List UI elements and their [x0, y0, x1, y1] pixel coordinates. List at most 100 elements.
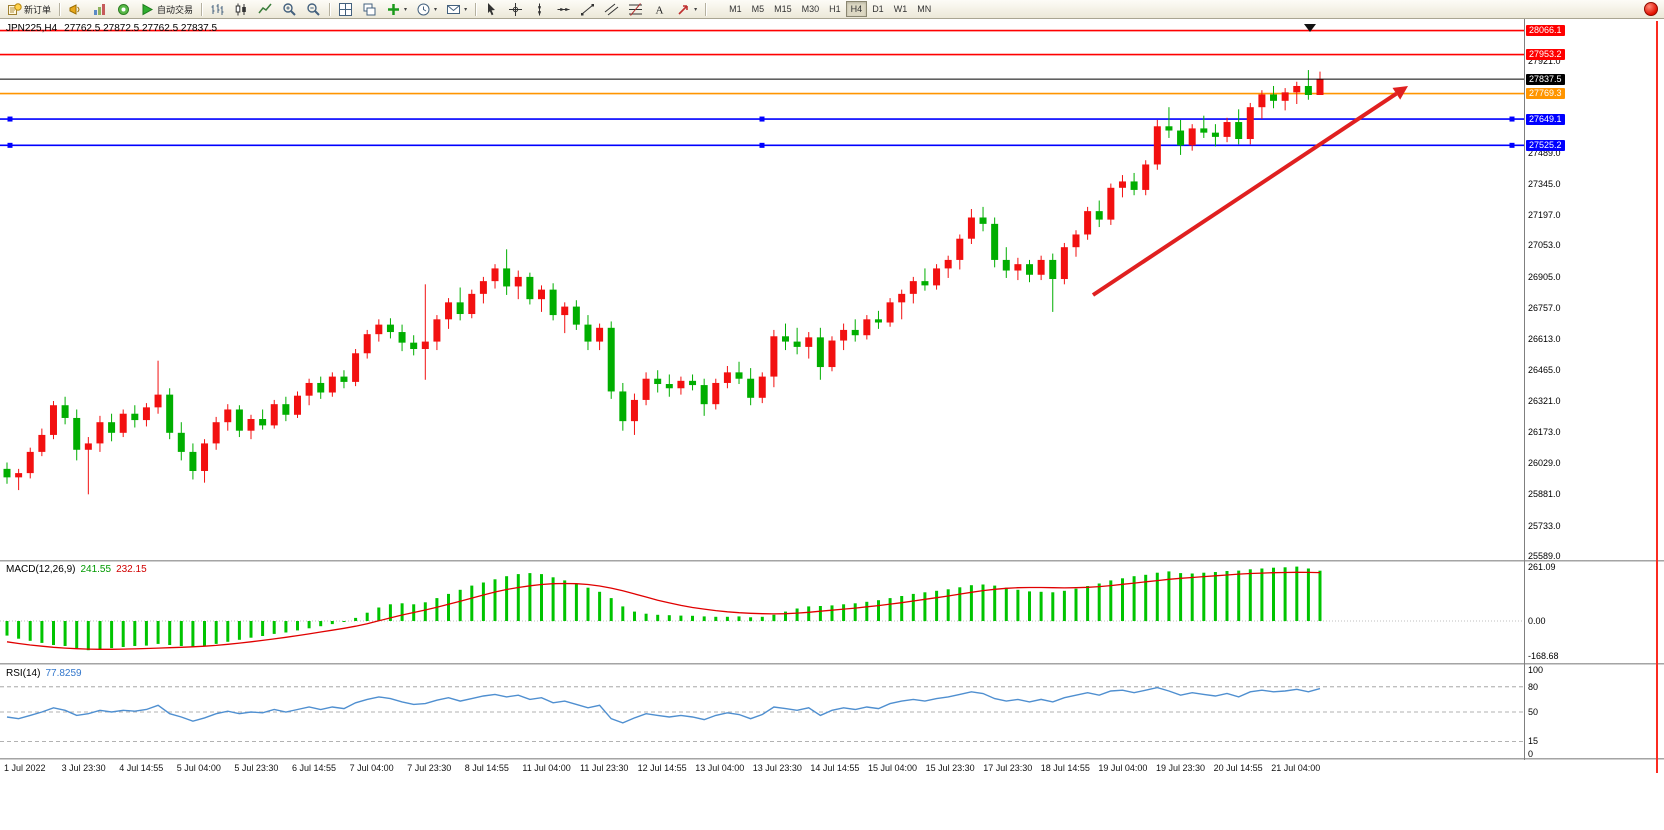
play-icon: [142, 3, 154, 15]
price-tick: 26321.0: [1528, 395, 1561, 406]
timeframe-button-mn[interactable]: MN: [912, 1, 936, 17]
new-order-icon: [8, 2, 22, 15]
macd-histogram: [5, 566, 1322, 651]
time-label: 12 Jul 14:55: [637, 763, 687, 773]
price-axis-border: [1524, 19, 1525, 760]
price-tick: 26173.0: [1528, 427, 1561, 438]
channel-tool-button[interactable]: [600, 1, 623, 17]
experts-button[interactable]: [112, 1, 135, 17]
time-label: 17 Jul 23:30: [983, 763, 1033, 773]
fibonacci-icon: [629, 2, 643, 16]
add-indicator-icon: [388, 3, 400, 15]
periods-button[interactable]: ▾: [412, 1, 441, 17]
rsi-axis-label: 0: [1528, 749, 1534, 759]
panel-splitter[interactable]: [0, 663, 1664, 665]
indicators-button[interactable]: ▾: [382, 1, 411, 17]
price-tick: 27053.0: [1528, 240, 1561, 251]
auto-trading-label: 自动交易: [157, 4, 194, 15]
macd-panel-canvas[interactable]: [0, 562, 1524, 662]
alert-badge-icon[interactable]: [1644, 2, 1658, 16]
new-order-label: 新订单: [24, 4, 52, 15]
dropdown-caret-icon: ▾: [434, 6, 438, 13]
price-tick: 26029.0: [1528, 457, 1561, 468]
time-label: 13 Jul 23:30: [752, 763, 802, 773]
toolbar-separator: [329, 2, 331, 16]
timeframe-button-d1[interactable]: D1: [867, 1, 889, 17]
tile-windows-button[interactable]: [334, 1, 357, 17]
time-label: 19 Jul 04:00: [1098, 763, 1148, 773]
cursor-tool-button[interactable]: [480, 1, 503, 17]
zoom-in-button[interactable]: [278, 1, 301, 17]
timeframe-group: M1 M5 M15 M30 H1 H4 D1 W1 MN: [724, 1, 936, 17]
panel-splitter[interactable]: [0, 560, 1664, 562]
line-chart-mode-button[interactable]: [254, 1, 277, 17]
trendline-tool-button[interactable]: [576, 1, 599, 17]
candlestick-mode-button[interactable]: [230, 1, 253, 17]
price-badge-27525.2: 27525.2: [1526, 139, 1565, 151]
zoom-out-button[interactable]: [302, 1, 325, 17]
timeframe-button-w1[interactable]: W1: [889, 1, 913, 17]
announcement-button[interactable]: [64, 1, 87, 17]
panel-splitter[interactable]: [0, 758, 1664, 760]
auto-trading-button[interactable]: 自动交易: [136, 1, 197, 17]
new-order-button[interactable]: 新订单: [3, 1, 55, 17]
zoom-in-icon: [283, 2, 296, 16]
line-chart-icon: [258, 3, 272, 13]
macd-name: MACD(12,26,9): [6, 564, 76, 575]
time-label: 11 Jul 23:30: [580, 763, 629, 773]
rsi-name: RSI(14): [6, 668, 41, 679]
time-label: 5 Jul 04:00: [176, 763, 221, 773]
cascade-windows-button[interactable]: [358, 1, 381, 17]
ohlc-values: 27762.5 27872.5 27762.5 27837.5: [64, 23, 218, 34]
channel-icon: [604, 3, 619, 15]
text-icon: A: [656, 4, 664, 16]
megaphone-icon: [69, 3, 80, 15]
timeframe-button-h4[interactable]: H4: [845, 1, 868, 17]
price-axis[interactable]: 27921.0 27489.0 27345.0 27197.0 27053.0 26905…: [1526, 19, 1598, 760]
time-label: 11 Jul 04:00: [522, 763, 571, 773]
price-tick: 26905.0: [1528, 271, 1561, 282]
time-label: 8 Jul 14:55: [464, 763, 509, 773]
time-label: 1 Jul 2022: [4, 763, 46, 773]
fibonacci-tool-button[interactable]: [624, 1, 647, 17]
price-chart-canvas[interactable]: [0, 22, 1524, 560]
rsi-axis-label: 80: [1528, 681, 1539, 692]
rsi-panel-canvas[interactable]: [0, 666, 1524, 758]
toolbar-separator: [705, 2, 707, 16]
time-axis[interactable]: 1 Jul 2022 3 Jul 23:30 4 Jul 14:55 5 Jul 04…: [0, 761, 1524, 779]
dropdown-caret-icon: ▾: [694, 6, 698, 13]
vertical-line-icon: [538, 3, 541, 15]
charts-button[interactable]: [88, 1, 111, 17]
cascade-windows-icon: [363, 3, 376, 15]
templates-button[interactable]: ▾: [442, 1, 471, 17]
timeframe-button-h1[interactable]: H1: [824, 1, 846, 17]
macd-main-value: 241.55: [80, 564, 112, 575]
timeframe-button-m5[interactable]: M5: [747, 1, 770, 17]
text-tool-button[interactable]: A: [648, 1, 671, 17]
timeframe-button-m30[interactable]: M30: [797, 1, 825, 17]
time-label: 21 Jul 04:00: [1271, 763, 1321, 773]
crosshair-icon: [509, 2, 523, 16]
price-badge-27953.2: 27953.2: [1526, 49, 1565, 61]
horizontal-line-tool-button[interactable]: [552, 1, 575, 17]
timeframe-button-m15[interactable]: M15: [769, 1, 797, 17]
trend-arrow[interactable]: [1091, 92, 1398, 297]
time-label: 15 Jul 04:00: [868, 763, 918, 773]
time-label: 6 Jul 14:55: [292, 763, 337, 773]
cursor-icon: [488, 2, 496, 15]
bar-chart-mode-button[interactable]: [206, 1, 229, 17]
timeframe-button-m1[interactable]: M1: [724, 1, 747, 17]
arrows-tool-button[interactable]: ▾: [672, 1, 701, 17]
trendline-icon: [581, 3, 595, 15]
rsi-line: [6, 686, 1321, 724]
time-label: 14 Jul 14:55: [810, 763, 860, 773]
price-tick: 25733.0: [1528, 520, 1561, 531]
right-edge-marker: [1656, 21, 1658, 773]
vertical-line-tool-button[interactable]: [528, 1, 551, 17]
crosshair-tool-button[interactable]: [504, 1, 527, 17]
price-badge-27649.1: 27649.1: [1526, 113, 1565, 125]
svg-text:A: A: [656, 4, 664, 16]
arrow-object-icon: [678, 4, 688, 15]
price-tick: 26465.0: [1528, 365, 1561, 376]
